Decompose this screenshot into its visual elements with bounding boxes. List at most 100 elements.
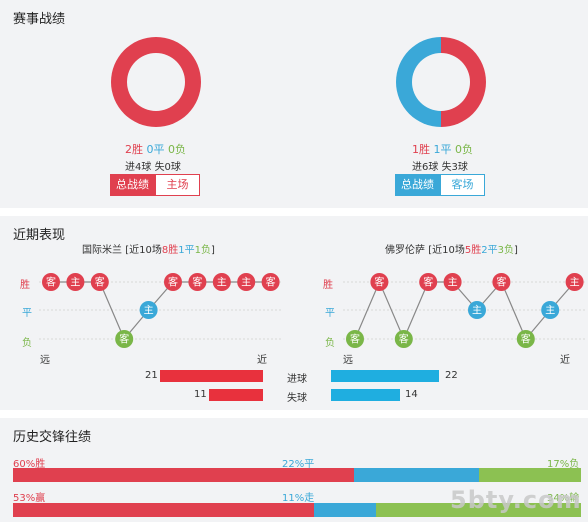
team2-venue-label: 主	[570, 277, 580, 289]
team1-form-point	[42, 273, 60, 291]
team2-form-wins: 5胜	[464, 245, 482, 256]
team2-conceded-bar	[331, 389, 400, 401]
h2h-loss-label: 17%负	[547, 459, 580, 470]
team2-venue-label: 客	[374, 276, 384, 289]
team1-goals-value: 21	[145, 370, 158, 381]
team2-conceded: 失3球	[441, 162, 468, 173]
team2-goals-bar	[331, 370, 439, 382]
team1-conceded: 失0球	[154, 162, 181, 173]
team2-wins: 1胜	[412, 143, 430, 156]
goals-label: 进球	[287, 374, 307, 385]
team2-record-donut	[396, 37, 486, 127]
team1-venue-label: 客	[95, 276, 105, 289]
team1-axis-win: 胜	[20, 280, 30, 291]
team2-goals-value: 22	[445, 370, 458, 381]
team2-tab-overall[interactable]: 总战绩	[395, 174, 440, 196]
team2-tab-away[interactable]: 客场	[440, 174, 485, 196]
conceded-label: 失球	[287, 393, 307, 404]
team2-venue-label: 主	[545, 305, 555, 317]
team2-form-point	[492, 273, 511, 291]
team1-form-point	[188, 273, 207, 291]
team2-axis-win: 胜	[323, 280, 333, 291]
team1-form-point	[212, 273, 231, 291]
team2-venue-label: 客	[423, 276, 433, 289]
team1-form-suffix: ]	[210, 245, 215, 256]
h2h-draw-label: 22%平	[282, 459, 315, 470]
h2h-win-label: 60%胜	[13, 459, 46, 470]
team2-form-losses: 3负	[497, 245, 514, 256]
h2h-handicap-push-bar	[314, 503, 376, 517]
recent-form-panel: 近期表现 国际米兰 [近10场8胜1平1负] 佛罗伦萨 [近10场5胜2平3负]…	[0, 216, 588, 410]
h2h-handicap-loss-bar	[376, 503, 581, 517]
team2-venue-label: 主	[472, 305, 482, 317]
team1-conceded-value: 11	[194, 389, 207, 400]
team2-form-point	[394, 330, 413, 348]
team1-goals: 进4球	[125, 162, 152, 173]
team1-wins: 2胜	[125, 143, 143, 156]
team2-axis-loss: 负	[325, 338, 335, 349]
team1-form-point	[164, 273, 182, 291]
team2-form-suffix: ]	[513, 245, 518, 256]
recent-form-chart: 客主客客主客客主主客客客客客 主主客客主主	[39, 273, 587, 348]
h2h-handicap-push-label: 11%走	[282, 493, 315, 504]
team1-axis-far: 远	[40, 355, 50, 366]
team1-form-line	[51, 281, 271, 341]
team2-draws: 1平	[433, 143, 452, 156]
team2-form-point	[516, 330, 535, 348]
team1-venue-label: 客	[119, 333, 129, 346]
team2-form-point	[419, 273, 438, 291]
h2h-handicap-win-label: 53%赢	[13, 493, 46, 504]
h2h-handicap-loss-label: 34%输	[547, 493, 580, 504]
team2-venue-label: 客	[399, 333, 409, 346]
team1-form-losses: 1负	[194, 245, 211, 256]
team1-form-point	[237, 273, 256, 291]
head-to-head-panel: 历史交锋往绩 60%胜 22%平 17%负 53%赢 11%走 34%输 5bt…	[0, 418, 588, 522]
team1-venue-label: 主	[144, 305, 154, 317]
recent-form-title: 近期表现	[13, 228, 66, 243]
team2-form-point	[468, 301, 486, 319]
team1-axis-draw: 平	[22, 308, 32, 319]
team2-losses: 0负	[455, 143, 473, 156]
team1-form-header: 国际米兰 [近10场8胜1平1负]	[82, 241, 215, 256]
h2h-win-bar	[13, 468, 354, 482]
team1-name: 国际米兰	[82, 245, 122, 256]
team2-form-draws: 2平	[481, 245, 498, 256]
team1-venue-label: 客	[266, 276, 276, 289]
team1-form-prefix: [近10场	[125, 245, 162, 256]
team2-form-line	[354, 280, 576, 341]
record-title: 赛事战绩	[13, 12, 66, 27]
team1-form-point	[115, 330, 134, 348]
team1-tab-home[interactable]: 主场	[155, 174, 200, 196]
team1-form-draws: 1平	[178, 245, 195, 256]
h2h-handicap-win-bar	[13, 503, 314, 517]
team1-axis-loss: 负	[22, 338, 32, 349]
team2-axis-far: 远	[343, 355, 353, 366]
team1-venue-label: 客	[46, 276, 56, 289]
team1-venue-label: 主	[241, 277, 251, 289]
team1-form-point	[66, 273, 85, 291]
team1-record-stats: 2胜 0平 0负	[125, 141, 186, 157]
record-panel: 赛事战绩 2胜 0平 0负 进4球 失0球 总战绩 主场 1胜 1平 0负 进6…	[0, 0, 588, 208]
team1-form-wins: 8胜	[161, 245, 179, 256]
team2-record-stats: 1胜 1平 0负	[412, 141, 473, 157]
team1-axis-near: 近	[257, 355, 267, 366]
team2-record-tabs: 总战绩 客场	[395, 174, 485, 196]
team2-name: 佛罗伦萨	[385, 245, 425, 256]
head-to-head-title: 历史交锋往绩	[13, 430, 92, 445]
team1-venue-label: 客	[192, 276, 202, 289]
team2-form-point	[565, 273, 584, 291]
team2-goals-summary: 进6球 失3球	[412, 158, 468, 173]
team1-venue-label: 主	[217, 277, 227, 289]
team2-form-point	[346, 330, 364, 348]
team2-form-point	[443, 273, 462, 291]
team1-goals-summary: 进4球 失0球	[125, 158, 181, 173]
team1-tab-overall[interactable]: 总战绩	[110, 174, 155, 196]
team1-form-point	[261, 273, 280, 291]
team1-goals-bar	[160, 370, 263, 382]
team2-form-header: 佛罗伦萨 [近10场5胜2平3负]	[385, 241, 518, 256]
team2-form-point	[370, 273, 389, 291]
team2-venue-label: 主	[448, 277, 458, 289]
team1-conceded-bar	[209, 389, 263, 401]
team1-form-point	[139, 301, 158, 319]
team1-record-donut	[111, 37, 201, 127]
